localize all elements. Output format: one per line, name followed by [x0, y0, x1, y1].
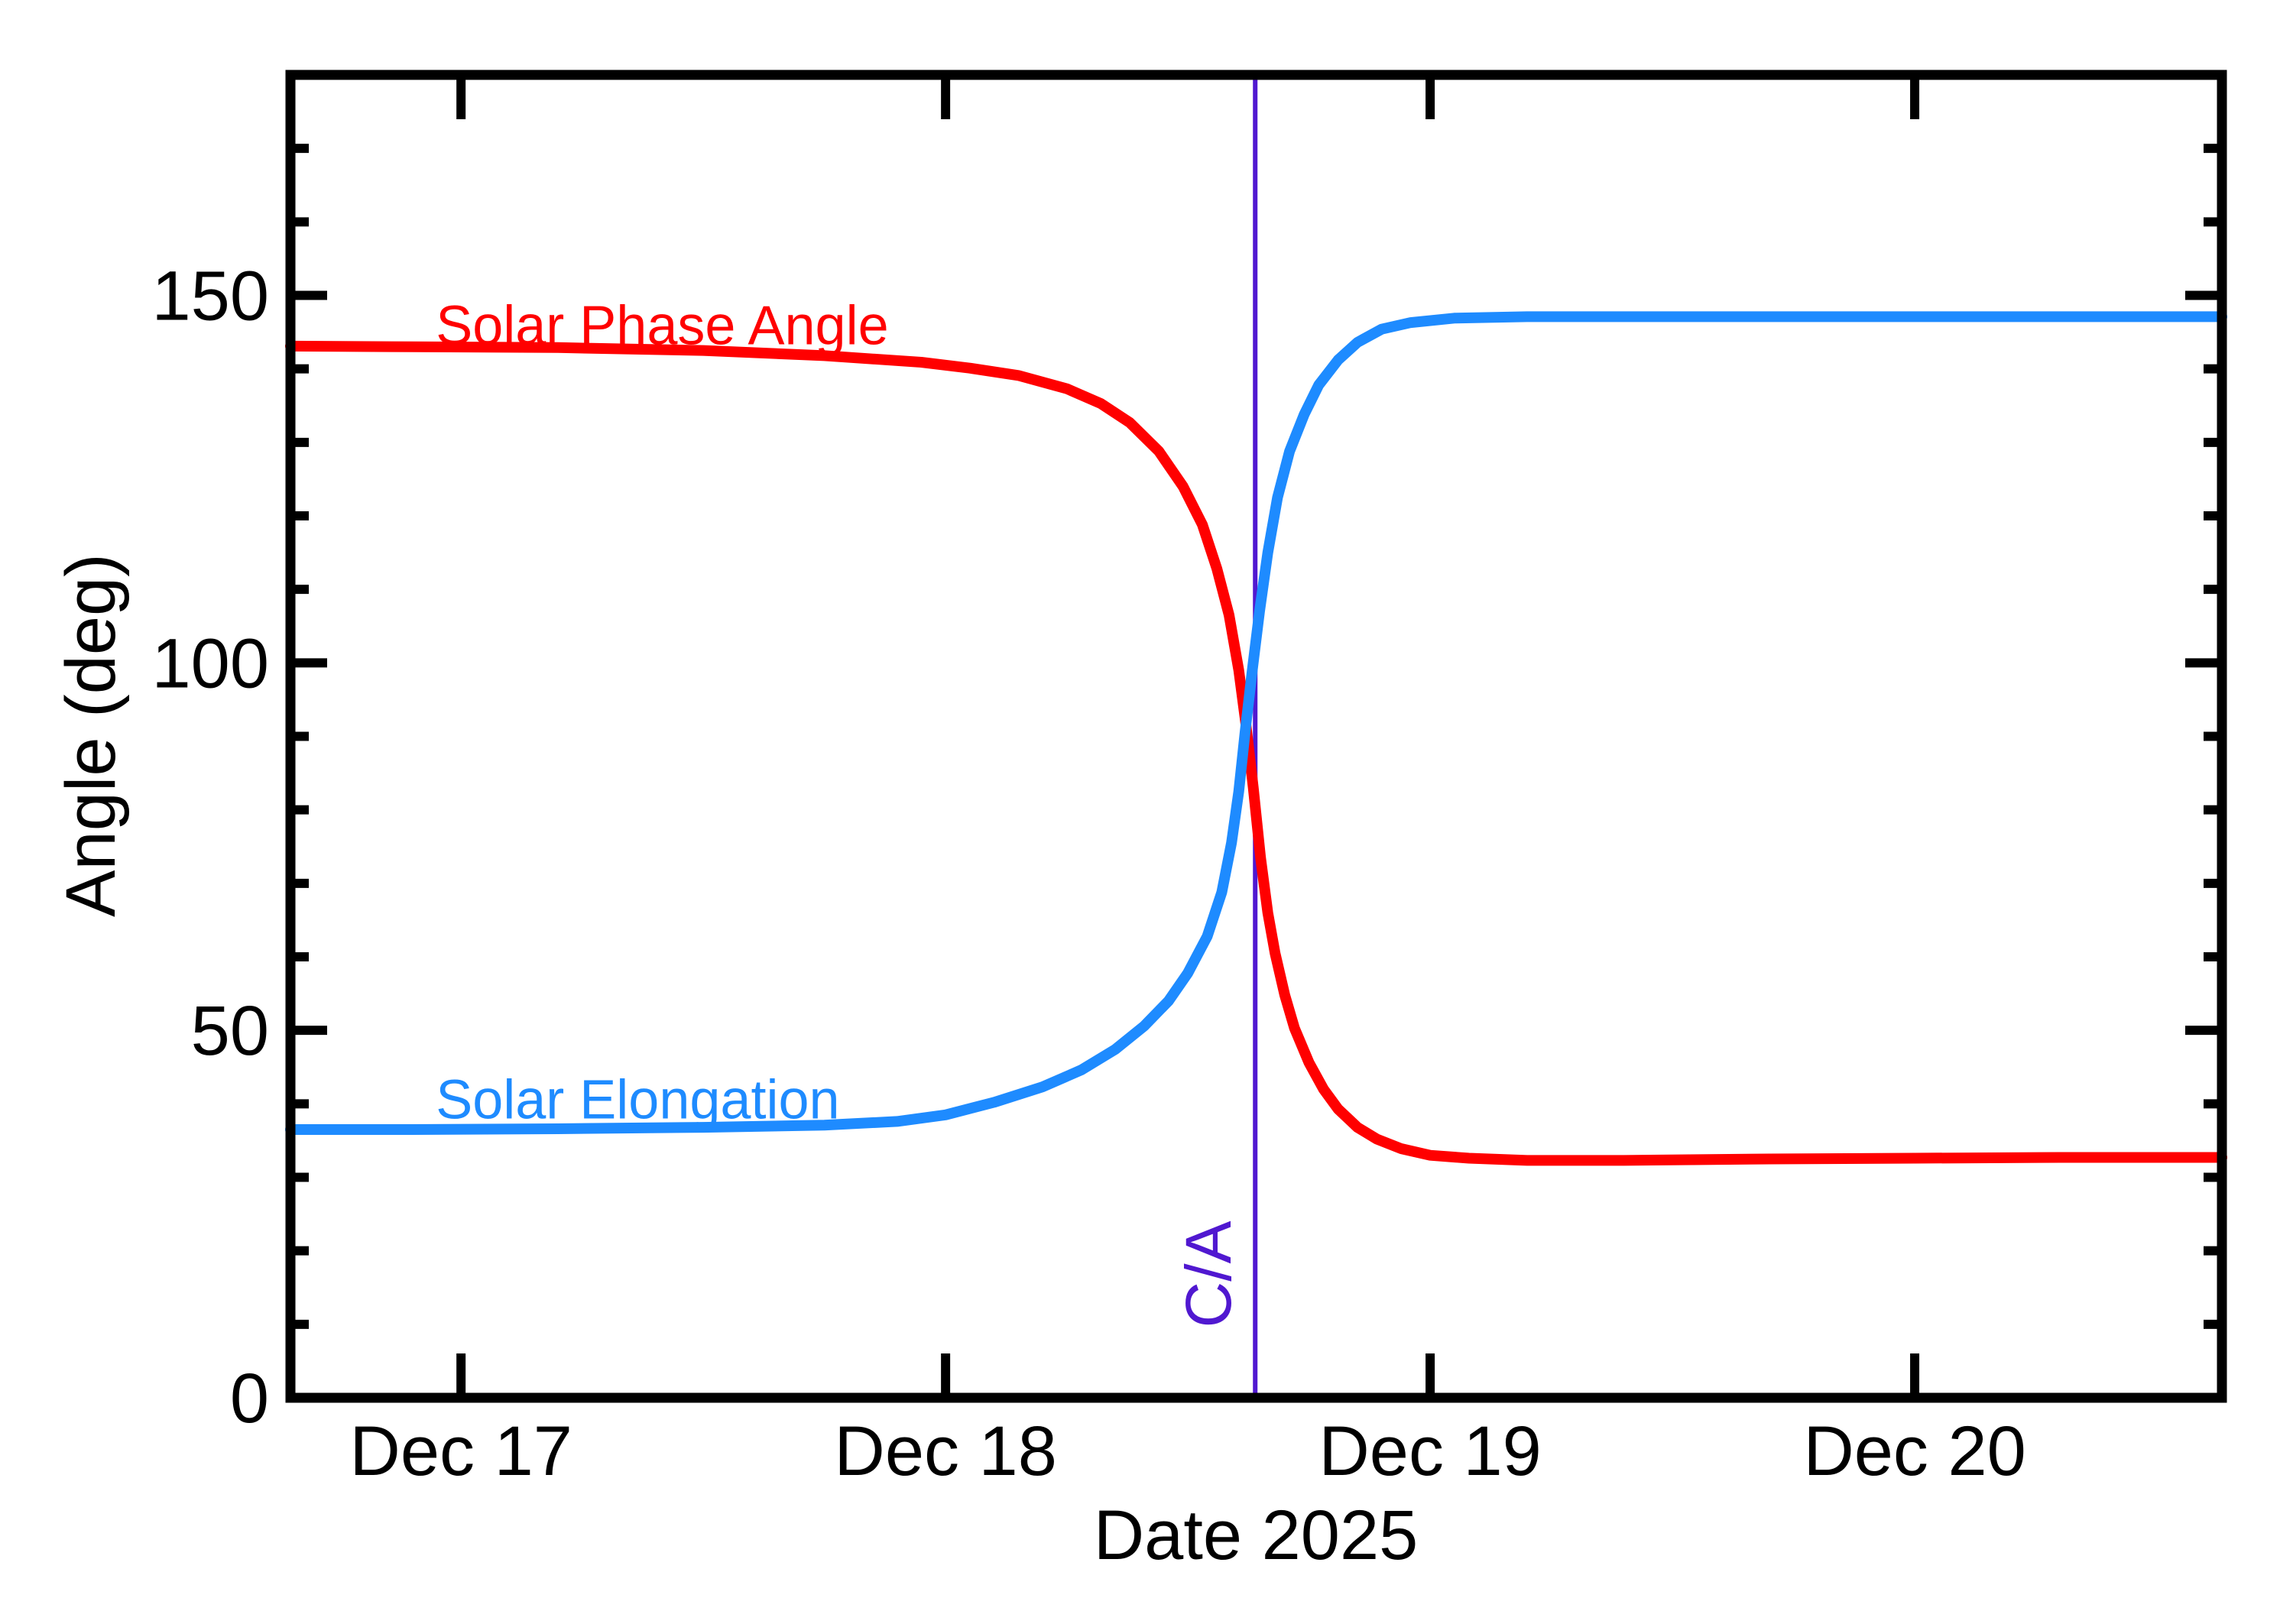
x-tick-label: Dec 18	[834, 1412, 1057, 1490]
x-tick-label: Dec 20	[1803, 1412, 2026, 1490]
x-tick-label: Dec 17	[349, 1412, 572, 1490]
elongation-curve-label: Solar Elongation	[436, 1070, 839, 1131]
solar-phase-angle-curve	[285, 340, 2227, 1166]
phase-curve-label: Solar Phase Angle	[436, 295, 888, 356]
axes-layer: Dec 17 Dec 18 Dec 19 Dec 20 0 50 100 150	[152, 70, 2227, 1490]
x-axis-title: Date 2025	[1094, 1496, 1419, 1574]
y-tick-label: 50	[191, 992, 269, 1070]
y-axis-title: Angle (deg)	[52, 553, 130, 917]
y-tick-label: 0	[230, 1360, 269, 1438]
ca-marker-label: C/A	[1172, 1220, 1244, 1327]
solar-elongation-curve	[285, 311, 2227, 1135]
x-tick-label: Dec 19	[1318, 1412, 1542, 1490]
y-tick-label: 100	[152, 624, 270, 702]
y-tick-label: 150	[152, 258, 270, 335]
